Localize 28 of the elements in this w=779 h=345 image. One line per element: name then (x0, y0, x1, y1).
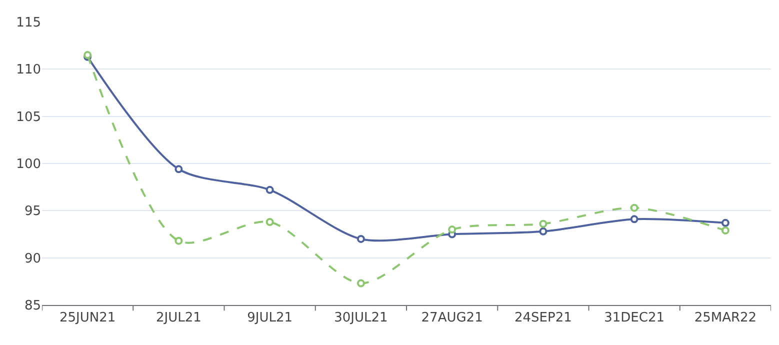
x-tick-label: 24SEP21 (514, 310, 572, 326)
point (266, 186, 274, 194)
x-tick-label: 25JUN21 (59, 310, 116, 326)
x-tick-label: 30JUL21 (334, 310, 388, 326)
point (721, 226, 730, 234)
x-tick-label: 9JUL21 (247, 310, 293, 326)
point (539, 220, 548, 228)
y-tick-label: 115 (16, 16, 41, 31)
y-tick-label: 110 (16, 62, 41, 78)
x-tick-label: 2JUL21 (156, 310, 202, 326)
point (721, 218, 730, 227)
point (539, 227, 548, 236)
x-tick-label: 25MAR22 (694, 310, 757, 326)
y-tick-label: 90 (24, 251, 41, 266)
point (174, 236, 183, 245)
y-tick-label: 95 (24, 204, 41, 220)
point (630, 215, 638, 224)
point (266, 218, 274, 226)
y-tick-label: 105 (16, 110, 41, 125)
y-tick-label: 85 (24, 298, 41, 314)
point (448, 226, 456, 234)
point (356, 279, 365, 288)
point (356, 234, 365, 243)
x-tick-label: 31DEC21 (604, 310, 665, 326)
point (174, 165, 183, 174)
point (630, 204, 638, 212)
x-tick-label: 27AUG21 (421, 310, 483, 326)
y-tick-label: 100 (16, 157, 41, 172)
